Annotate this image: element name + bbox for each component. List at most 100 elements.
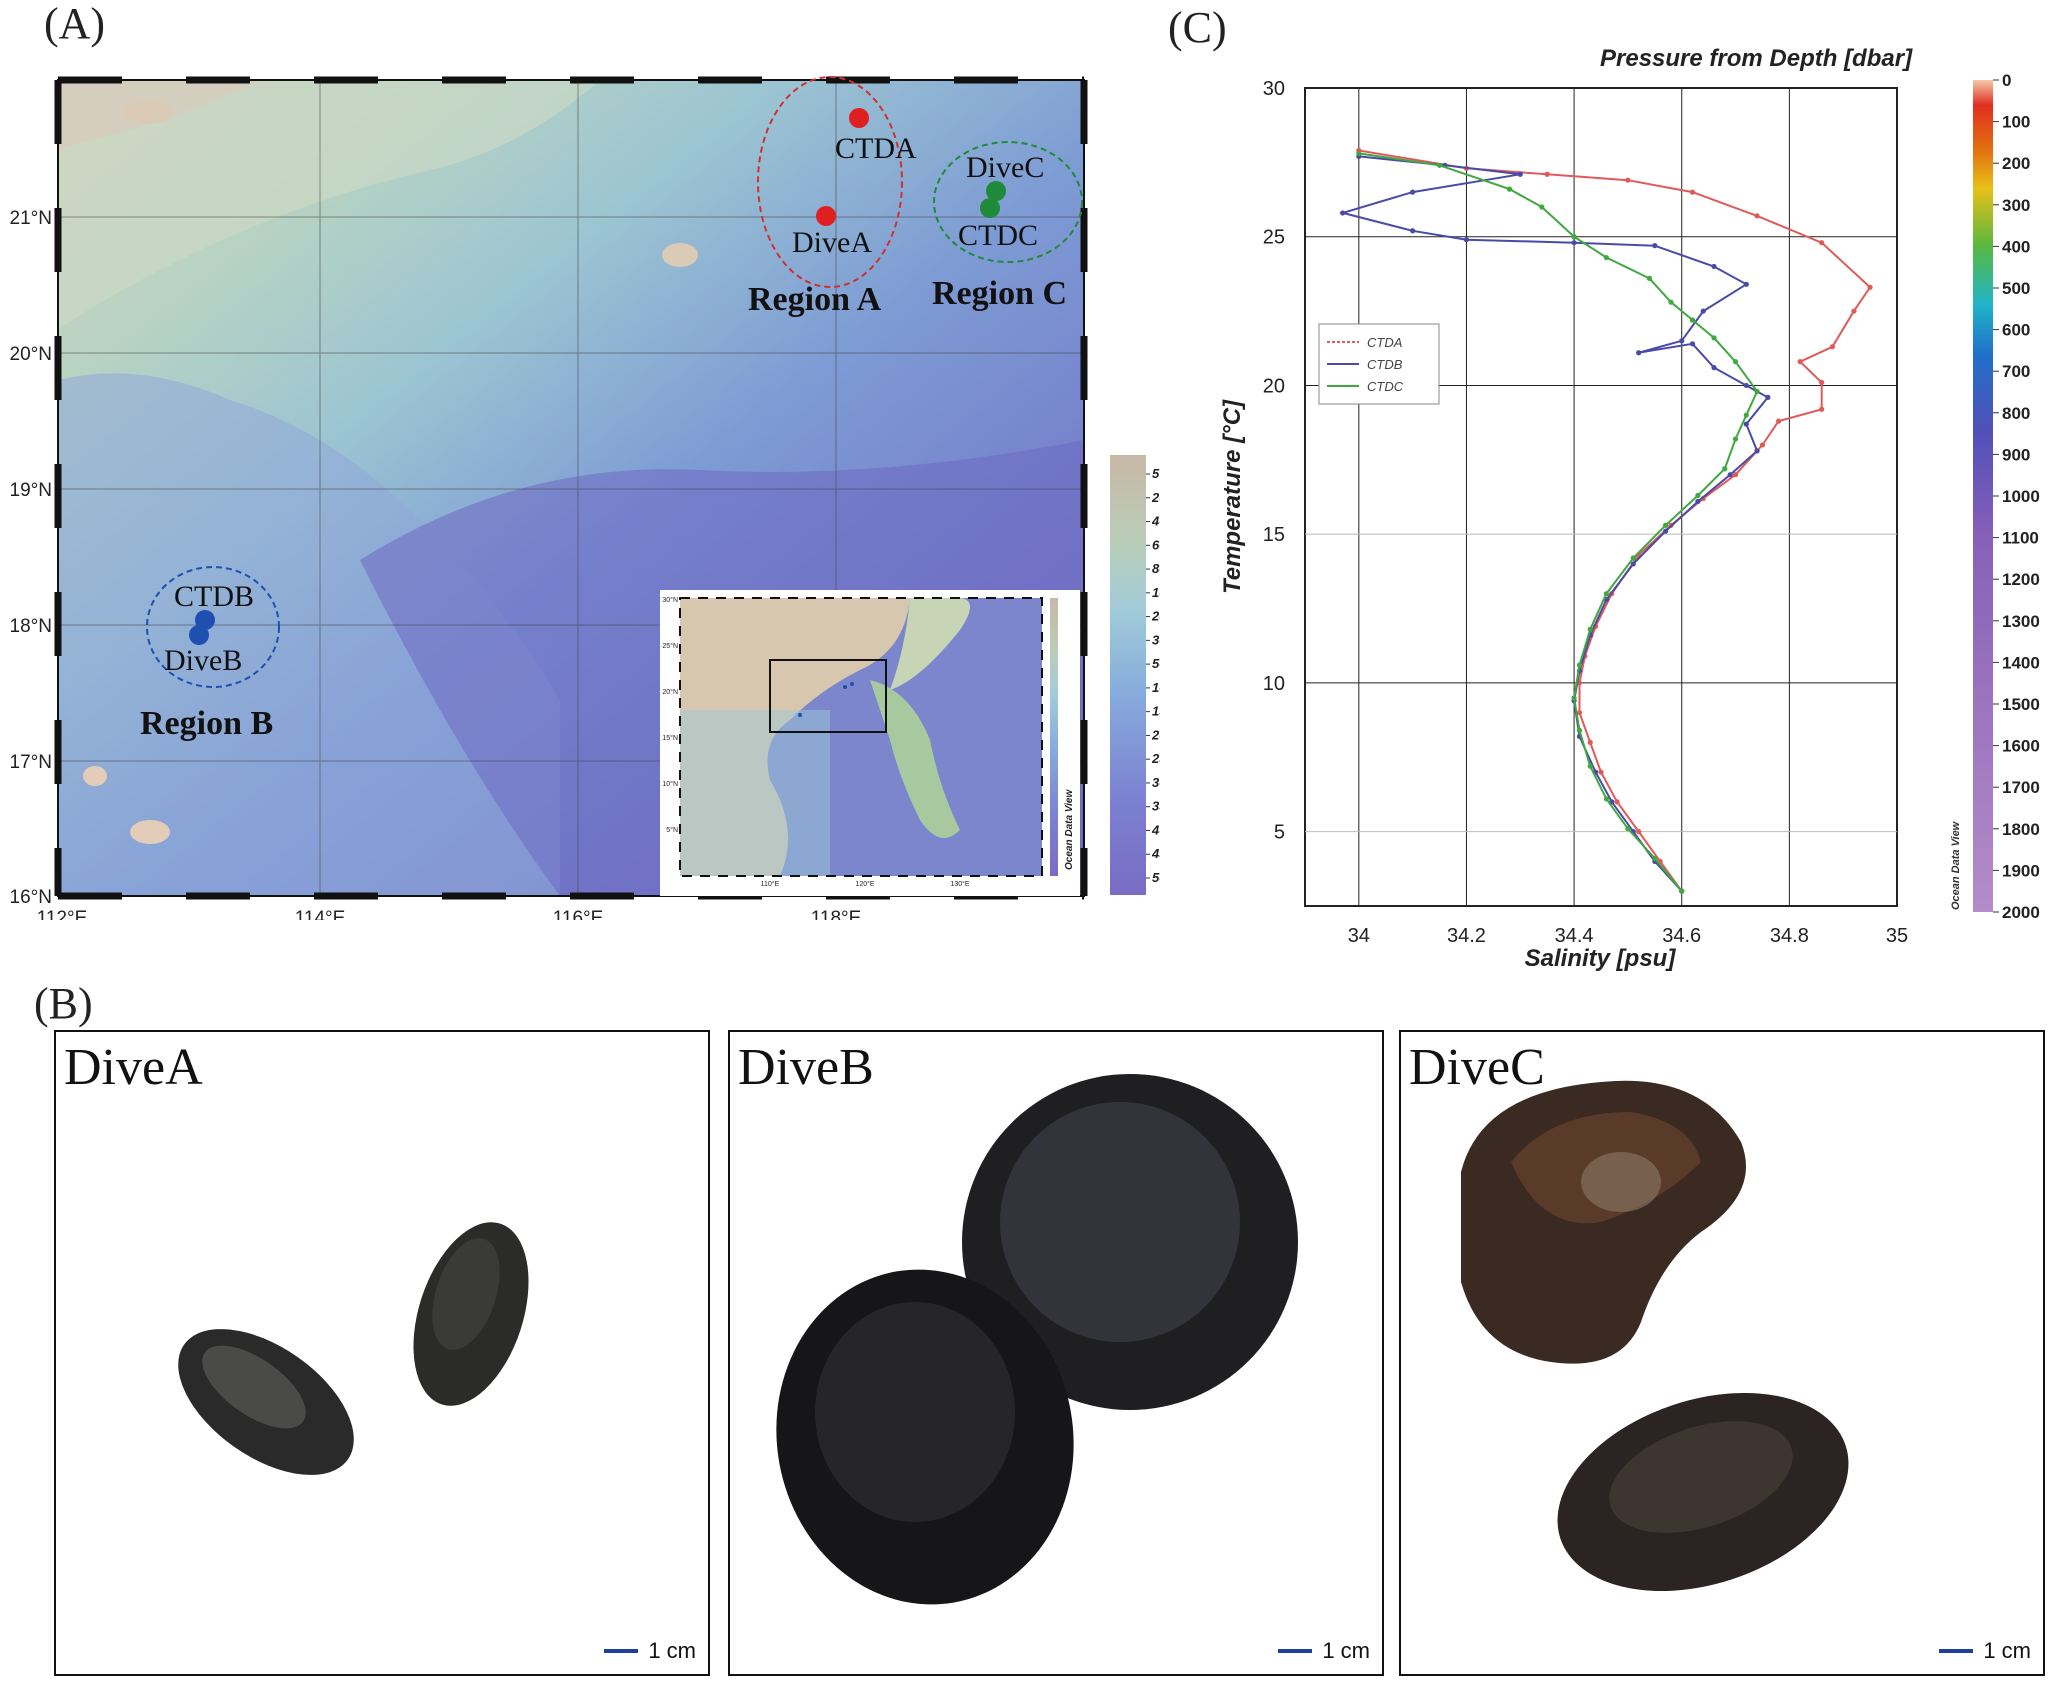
inset-lon-label: 130°E — [950, 880, 969, 888]
lat-label: 21°N — [10, 208, 52, 229]
legend-ctdc: CTDC — [1367, 379, 1404, 394]
depth-legend-label: 200 m — [1151, 609, 1160, 624]
data-point-ctda — [1867, 284, 1873, 290]
inset-brand: Ocean Data View — [1064, 789, 1075, 870]
data-point-ctdc — [1436, 162, 1443, 168]
inset-focus-box — [769, 659, 887, 733]
ts-diagram: 34 34.2 34.4 34.6 34.8 35 5 10 15 20 25 30 CTDA CT… — [1219, 45, 2040, 972]
data-point-ctdb — [1743, 281, 1749, 287]
y-axis-title: Temperature [°C] — [1219, 399, 1246, 594]
nodule-photo — [776, 1074, 1298, 1605]
data-point-ctdb — [1700, 308, 1706, 314]
colorbar-tick-label: 300 — [2002, 196, 2030, 215]
data-point-ctdc — [1603, 796, 1609, 802]
colorbar-tick-label: 100 — [2002, 113, 2030, 132]
data-point-ctdb — [1410, 189, 1416, 195]
x-tick-label: 34.2 — [1447, 925, 1486, 947]
depth-legend-label: 1000 m — [1152, 680, 1160, 695]
panel-a-label: (A) — [44, 0, 106, 48]
station-label-divea: DiveA — [792, 226, 872, 259]
nodule-photo — [178, 1222, 529, 1475]
data-point-ctda — [1732, 472, 1739, 478]
data-point-ctdc — [1679, 888, 1685, 894]
data-point-ctdc — [1603, 591, 1609, 597]
station-ctdc-marker — [980, 198, 1000, 218]
depth-legend-label: 80 m — [1152, 561, 1160, 576]
depth-legend-label: 500 m — [1152, 656, 1160, 671]
data-point-ctdc — [1689, 317, 1696, 323]
data-point-ctdb — [1689, 341, 1696, 347]
data-point-ctdc — [1603, 254, 1609, 261]
photo-panel-diveb: DiveB 1 cm — [728, 1030, 1384, 1676]
lon-label: 116°E — [553, 908, 604, 920]
depth-legend-label: 2500 m — [1151, 751, 1160, 766]
legend-ctdb: CTDB — [1367, 357, 1403, 372]
data-point-ctdb — [1695, 498, 1701, 505]
data-point-ctdb — [1743, 421, 1749, 427]
inset-map: 30°N 25°N 20°N 15°N 10°N 5°N 110°E 120°E… — [660, 590, 1080, 896]
station-label-divec: DiveC — [966, 151, 1044, 184]
depth-legend-label: 4500 m — [1151, 846, 1160, 861]
colorbar-tick-label: 1100 — [2002, 529, 2039, 548]
y-tick-label: 30 — [1263, 78, 1285, 100]
data-point-ctda — [1625, 177, 1631, 183]
colorbar-tick-label: 600 — [2002, 321, 2030, 340]
data-point-ctdc — [1732, 436, 1739, 442]
photo-title: DiveC — [1409, 1039, 1545, 1096]
data-point-ctda — [1797, 359, 1803, 365]
data-point-ctdc — [1652, 855, 1658, 862]
depth-legend-label: 2000 m — [1151, 727, 1160, 742]
data-point-ctdb — [1743, 382, 1749, 389]
data-point-ctda — [1819, 379, 1825, 386]
station-ctda-marker — [849, 108, 869, 128]
lat-label: 17°N — [10, 752, 52, 773]
panel-c-label: (C) — [1168, 3, 1227, 52]
inset-lat-label: 5°N — [666, 826, 678, 834]
depth-legend-label: 40 m — [1151, 514, 1160, 529]
region-label-c: Region C — [932, 275, 1067, 312]
data-point-ctda — [1776, 418, 1782, 424]
colorbar-tick-label: 0 — [2002, 71, 2011, 90]
data-point-ctdb — [1711, 263, 1717, 270]
data-point-ctdb — [1765, 394, 1771, 400]
data-point-ctda — [1544, 171, 1550, 177]
scale-bar: 1 cm — [1278, 1638, 1370, 1664]
data-point-ctdc — [1695, 492, 1701, 499]
data-point-ctdb — [1463, 237, 1470, 243]
colorbar-tick-label: 1900 — [2002, 861, 2040, 880]
station-ctdb-marker — [195, 610, 215, 630]
data-point-ctdc — [1625, 826, 1631, 832]
depth-legend-label: 3000 m — [1152, 775, 1160, 790]
data-point-ctdb — [1754, 448, 1760, 454]
colorbar-tick-label: 1400 — [2002, 653, 2040, 672]
data-point-ctdc — [1576, 727, 1583, 734]
region-c-outline — [933, 141, 1083, 263]
scale-bar-label: 1 cm — [648, 1638, 696, 1663]
lat-label: 19°N — [10, 480, 52, 501]
y-tick-label: 25 — [1263, 227, 1285, 249]
data-point-ctdc — [1571, 695, 1577, 701]
nodule-photo — [1461, 1080, 1849, 1592]
data-point-ctda — [1829, 344, 1836, 350]
region-b-outline — [146, 566, 280, 688]
data-point-ctdb — [1630, 561, 1636, 567]
lon-label: 118°E — [811, 908, 862, 920]
inset-lat-label: 20°N — [662, 688, 678, 696]
depth-legend-label: 5 m — [1152, 466, 1160, 481]
depth-legend-label: 100 m — [1152, 585, 1160, 600]
photo-panel-divea: DiveA 1 cm — [54, 1030, 710, 1676]
chart-legend: CTDA CTDB CTDC — [1318, 323, 1440, 405]
data-point-ctdc — [1576, 662, 1583, 668]
region-label-b: Region B — [140, 705, 273, 742]
scale-bar: 1 cm — [1939, 1638, 2031, 1664]
data-point-ctdc — [1630, 555, 1636, 561]
data-point-ctda — [1759, 442, 1766, 448]
data-point-ctdb — [1517, 171, 1523, 177]
inset-lat-label: 30°N — [662, 596, 678, 604]
station-divec-marker — [986, 181, 1006, 201]
data-point-ctdc — [1356, 150, 1362, 157]
depth-legend-bar — [1110, 455, 1146, 895]
data-point-ctdc — [1732, 359, 1739, 365]
data-point-ctdc — [1646, 275, 1653, 281]
colorbar-tick-label: 200 — [2002, 154, 2030, 173]
